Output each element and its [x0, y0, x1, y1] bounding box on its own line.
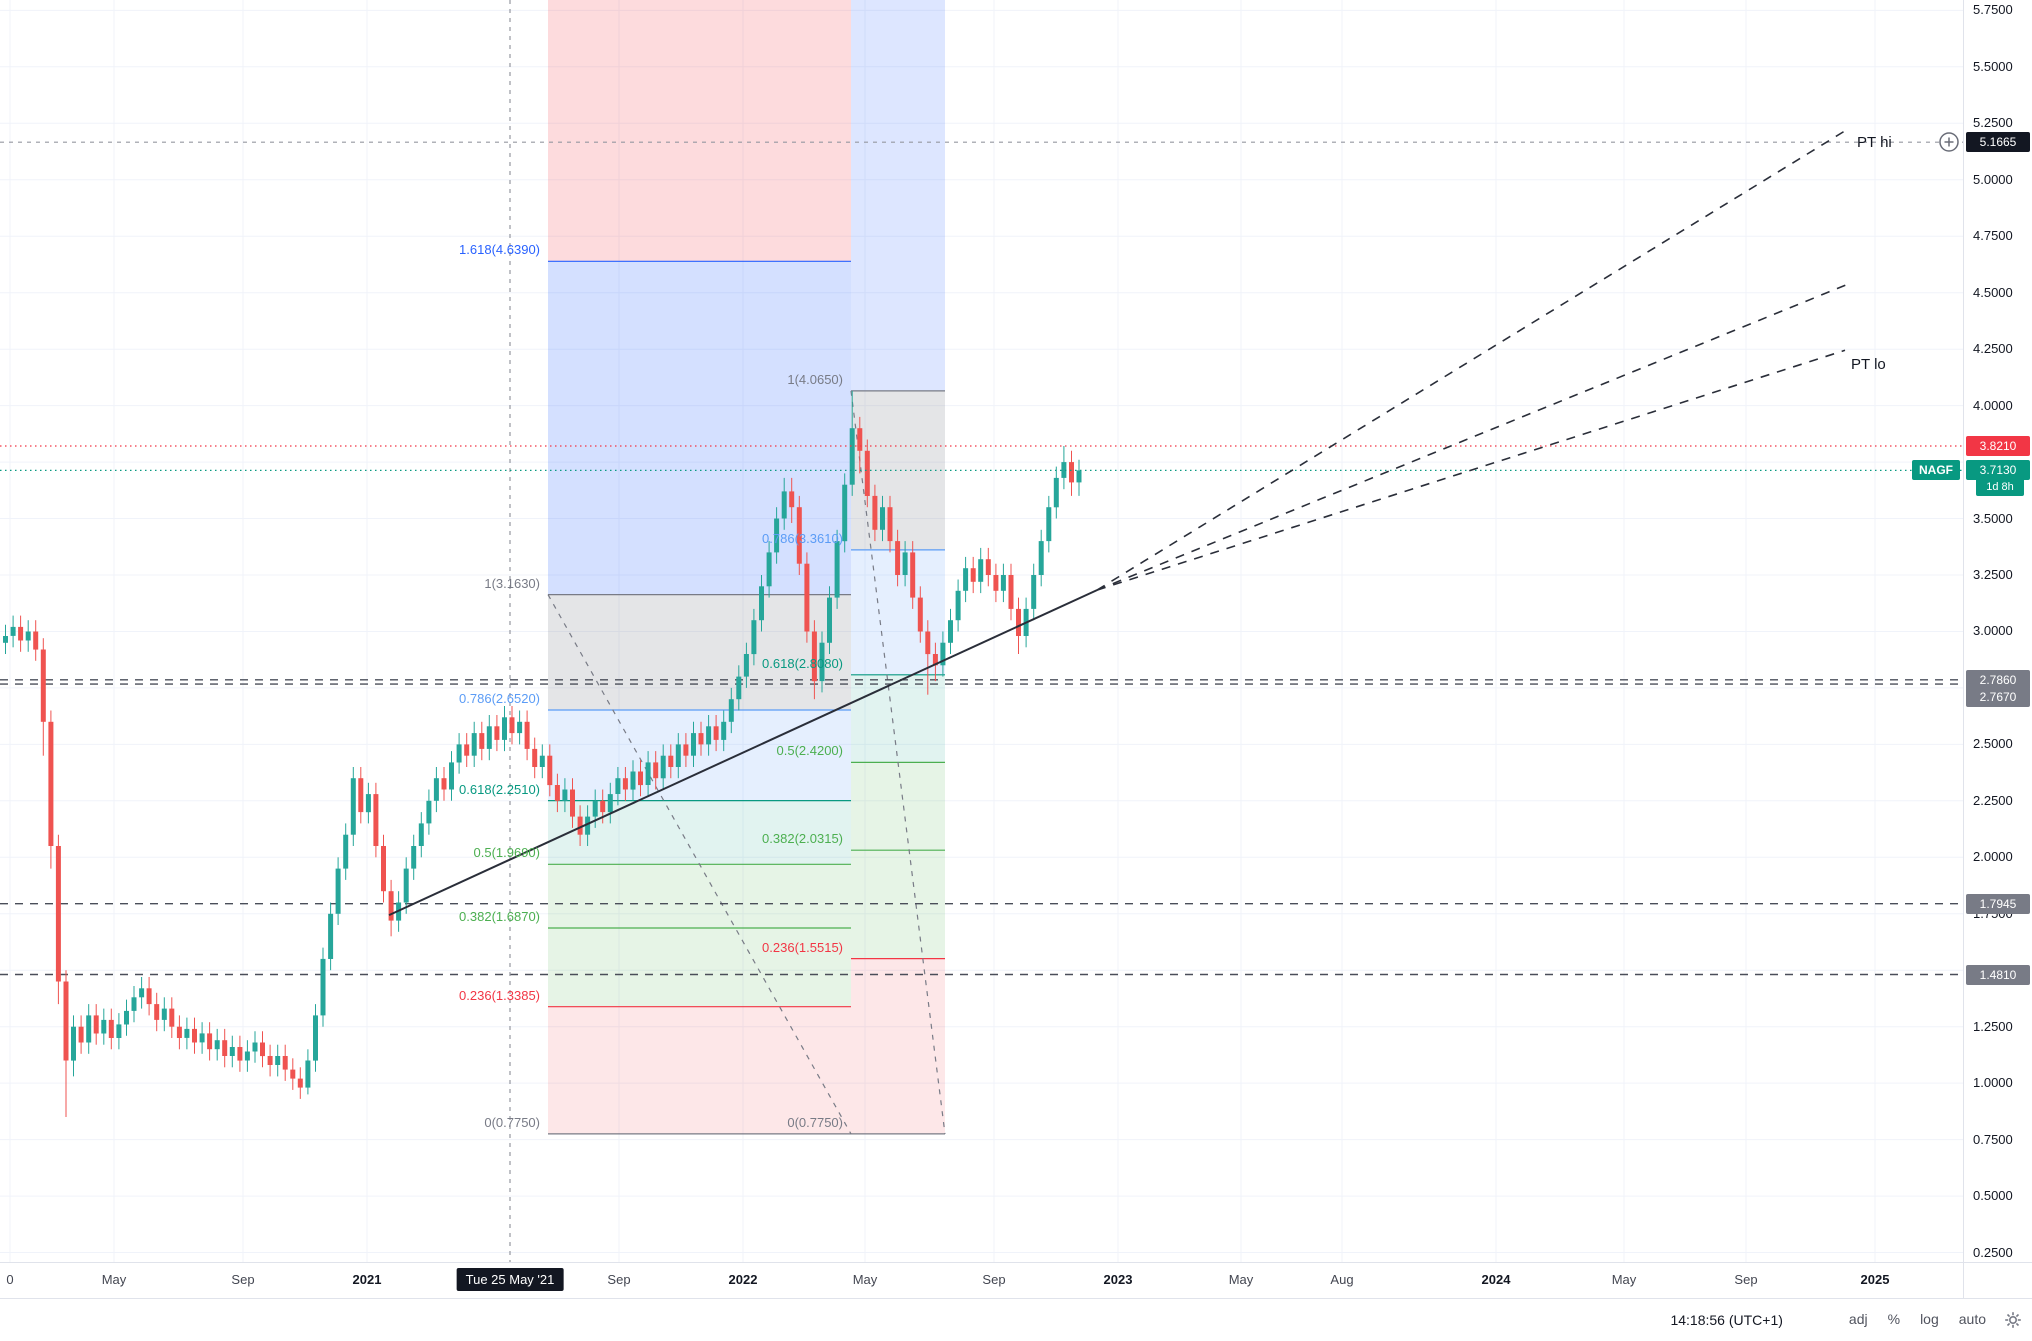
- level-badge: 1.4810: [1966, 965, 2030, 985]
- price-tick: 5.7500: [1973, 2, 2013, 17]
- time-tick: Sep: [607, 1272, 631, 1287]
- price-tick: 1.0000: [1973, 1075, 2013, 1090]
- time-tick: 0: [6, 1272, 14, 1287]
- time-tick: 2022: [728, 1272, 758, 1287]
- time-tick: May: [852, 1272, 878, 1287]
- time-tick: May: [1228, 1272, 1254, 1287]
- price-tick: 2.2500: [1973, 793, 2013, 808]
- price-tick: 4.0000: [1973, 398, 2013, 413]
- time-tick: Sep: [231, 1272, 255, 1287]
- price-tick: 4.5000: [1973, 285, 2013, 300]
- level-badge: 1.7945: [1966, 894, 2030, 914]
- time-tick: 2025: [1860, 1272, 1890, 1287]
- candlestick-chart: [0, 0, 1963, 1262]
- percent-button[interactable]: %: [1887, 1311, 1901, 1327]
- level-badge: 2.7670: [1966, 687, 2030, 707]
- price-tick: 4.7500: [1973, 228, 2013, 243]
- price-tick: 3.0000: [1973, 623, 2013, 638]
- price-tick: 3.5000: [1973, 511, 2013, 526]
- price-tick: 3.2500: [1973, 567, 2013, 582]
- time-tick: Sep: [982, 1272, 1006, 1287]
- log-button[interactable]: log: [1920, 1311, 1939, 1327]
- price-tick: 4.2500: [1973, 341, 2013, 356]
- time-tick: Sep: [1734, 1272, 1758, 1287]
- price-tick: 5.2500: [1973, 115, 2013, 130]
- time-tick: May: [101, 1272, 127, 1287]
- chart-plot-area[interactable]: PT hi PT lo NAGF 1.618(4.6390) 1(3.1630) 0…: [0, 0, 1963, 1262]
- axis-corner: [1963, 1262, 2032, 1299]
- crosshair-time-badge: Tue 25 May '21: [456, 1268, 564, 1291]
- time-tick: 2024: [1481, 1272, 1511, 1287]
- price-tick: 0.5000: [1973, 1188, 2013, 1203]
- price-tick: 2.0000: [1973, 849, 2013, 864]
- price-tick: 0.2500: [1973, 1245, 2013, 1260]
- adj-button[interactable]: adj: [1848, 1311, 1868, 1327]
- high-price-badge: 3.8210: [1966, 436, 2030, 456]
- bottom-toolbar: 14:18:56 (UTC+1) adj% log auto: [0, 1298, 2032, 1341]
- time-tick: 2023: [1103, 1272, 1133, 1287]
- scale-buttons: adj% log auto: [1829, 1311, 1986, 1329]
- time-tick: Aug: [1330, 1272, 1354, 1287]
- level-badge: 2.7860: [1966, 670, 2030, 690]
- price-tick: 2.5000: [1973, 736, 2013, 751]
- countdown-badge: 1d 8h: [1976, 478, 2024, 496]
- last-price-badge: 3.7130: [1966, 460, 2030, 480]
- price-axis[interactable]: 5.7500 5.5000 5.2500 5.0000 4.7500 4.5000 4.25…: [1963, 0, 2032, 1262]
- clock-label: 14:18:56 (UTC+1): [1670, 1312, 1783, 1328]
- price-tick: 1.2500: [1973, 1019, 2013, 1034]
- time-tick: May: [1611, 1272, 1637, 1287]
- auto-button[interactable]: auto: [1958, 1311, 1986, 1327]
- price-tick: 5.0000: [1973, 172, 2013, 187]
- time-axis[interactable]: Tue 25 May '21 0 May Sep 2021 Sep 2022 May Sep 2…: [0, 1262, 1963, 1299]
- gear-icon[interactable]: [2002, 1309, 2024, 1331]
- price-tick: 0.7500: [1973, 1132, 2013, 1147]
- crosshair-price-badge: 5.1665: [1966, 132, 2030, 152]
- price-tick: 5.5000: [1973, 59, 2013, 74]
- time-tick: 2021: [352, 1272, 382, 1287]
